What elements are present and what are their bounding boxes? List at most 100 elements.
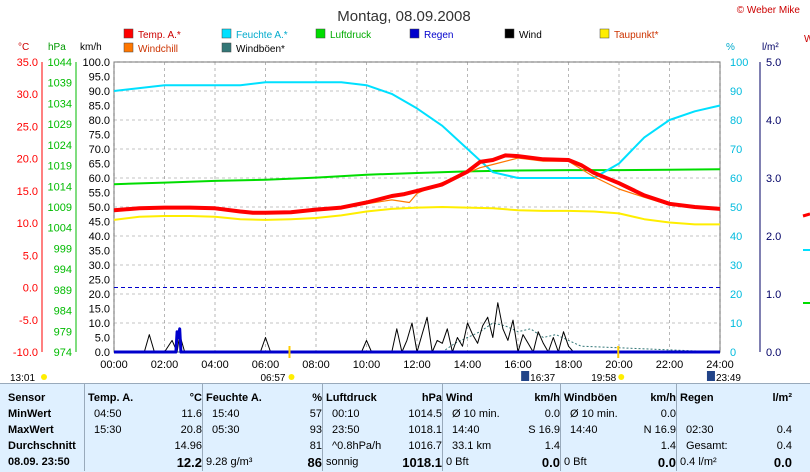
table-column-separator (202, 384, 203, 471)
wind-tick: 25.0 (89, 275, 110, 287)
pressure-tick: 979 (54, 326, 72, 338)
stats-unit-4: km/h (650, 392, 676, 404)
sensor-row-label: MaxWert (8, 424, 54, 436)
wind-tick: 75.0 (89, 130, 110, 142)
statistics-table (0, 383, 810, 472)
stats-label-max-5: 02:30 (686, 424, 714, 436)
wind-tick: 10.0 (89, 318, 110, 330)
stats-value-max-0: 20.8 (180, 424, 202, 436)
stats-unit-0: °C (189, 392, 202, 404)
legend-label-0: Temp. A.* (138, 30, 181, 41)
humidity-tick: 0 (730, 347, 736, 359)
wind-tick: 5.0 (95, 333, 110, 345)
pressure-unit-label: hPa (48, 42, 66, 53)
stats-label-min-3: Ø 10 min. (452, 408, 500, 420)
sensor-header: Sensor (8, 392, 46, 404)
wind-tick: 30.0 (89, 260, 110, 272)
moon2-icon (706, 371, 715, 381)
legend-label-5: Taupunkt* (614, 30, 659, 41)
pressure-tick: 994 (54, 264, 72, 276)
wind-tick: 85.0 (89, 101, 110, 113)
sensor-footer: 08.09. 23:50 (8, 456, 70, 468)
humidity-tick: 20 (730, 289, 742, 301)
pressure-tick: 974 (54, 347, 72, 359)
stats-value-max-4: N 16.9 (643, 424, 676, 436)
stats-unit-3: km/h (534, 392, 560, 404)
chart-title: Montag, 08.09.2008 (337, 8, 470, 25)
rain-tick: 2.0 (766, 231, 781, 243)
stats-label-current-2: sonnig (326, 456, 359, 468)
wind-tick: 55.0 (89, 188, 110, 200)
pressure-tick: 989 (54, 285, 72, 297)
legend-label-6: Windchill (138, 44, 178, 55)
time-tick: 22:00 (656, 359, 684, 371)
legend-swatch-0 (123, 28, 134, 39)
wind-unit-label: km/h (80, 42, 102, 53)
table-column-separator (442, 384, 443, 471)
legend-swatch-3 (409, 28, 420, 39)
sensor-row-label: Durchschnitt (8, 440, 76, 452)
series-line-luftdruck (113, 168, 721, 186)
stats-value-avg-0: 14.96 (174, 440, 202, 452)
stats-label-max-2: 23:50 (332, 424, 360, 436)
time-tick: 24:00 (706, 359, 734, 371)
series-line-windben (114, 322, 721, 353)
sunrise-icon (288, 374, 295, 380)
pressure-tick: 1029 (48, 119, 72, 131)
stats-label-current-4: 0 Bft (564, 456, 587, 468)
humidity-unit-label: % (726, 42, 735, 53)
stats-label-max-0: 15:30 (94, 424, 122, 436)
stats-unit-1: % (312, 392, 322, 404)
time-tick: 08:00 (302, 359, 330, 371)
rain-unit-label: l/m² (762, 42, 779, 53)
stats-label-current-5: 0.4 l/m² (680, 456, 717, 468)
stats-header-2: Luftdruck (326, 392, 377, 404)
stats-value-avg-4: 1.4 (660, 440, 676, 452)
wind-tick: 60.0 (89, 173, 110, 185)
series-line-feuchtea (113, 81, 721, 179)
stats-label-avg-3: 33.1 km (452, 440, 492, 452)
series-line-tempa (113, 153, 721, 215)
stats-value-max-1: 93 (309, 424, 322, 436)
humidity-tick: 50 (730, 202, 742, 214)
humidity-tick: 10 (730, 318, 742, 330)
table-column-separator (84, 384, 85, 471)
table-column-separator (560, 384, 561, 471)
stats-label-min-4: Ø 10 min. (570, 408, 618, 420)
legend-swatch-4 (504, 28, 515, 39)
table-column-separator (322, 384, 323, 471)
stats-unit-2: hPa (421, 392, 442, 404)
sun-moon-markers: 13:01 06:57 16:37 19:58 23:49 (10, 346, 741, 384)
stats-value-current-0: 12.2 (176, 455, 202, 470)
stats-label-current-3: 0 Bft (446, 456, 469, 468)
stats-value-max-2: 1018.1 (408, 424, 442, 436)
legend-label-4: Wind (519, 30, 542, 41)
stats-value-min-4: 0.0 (660, 408, 676, 420)
legend: Temp. A.* Feuchte A.* Luftdruck Regen Wind Ta… (123, 28, 659, 55)
stats-unit-5: l/m² (772, 392, 792, 404)
sunset-label: 19:58 (591, 373, 616, 384)
stats-label-max-3: 14:40 (452, 424, 480, 436)
wind-tick: 90.0 (89, 86, 110, 98)
wind-tick: 100.0 (82, 57, 110, 69)
humidity-tick: 70 (730, 144, 742, 156)
rain-tick: 5.0 (766, 57, 781, 69)
wind-tick: 45.0 (89, 217, 110, 229)
temp-unit-label: °C (18, 42, 29, 53)
stats-header-5: Regen (680, 392, 714, 404)
legend-label-7: Windböen* (236, 44, 285, 55)
time-tick: 00:00 (100, 359, 128, 371)
temp-tick: 10.0 (17, 218, 38, 230)
stats-label-max-4: 14:40 (570, 424, 598, 436)
temp-tick: 20.0 (17, 154, 38, 166)
wind-tick: 40.0 (89, 231, 110, 243)
legend-swatch-2 (315, 28, 326, 39)
pressure-tick: 1024 (48, 140, 72, 152)
pressure-tick: 1014 (48, 181, 72, 193)
humidity-tick: 40 (730, 231, 742, 243)
wind-tick: 35.0 (89, 246, 110, 258)
pressure-tick: 984 (54, 306, 72, 318)
stats-value-current-5: 0.0 (773, 455, 792, 470)
humidity-tick: 30 (730, 260, 742, 272)
wind-tick: 0.0 (95, 347, 110, 359)
